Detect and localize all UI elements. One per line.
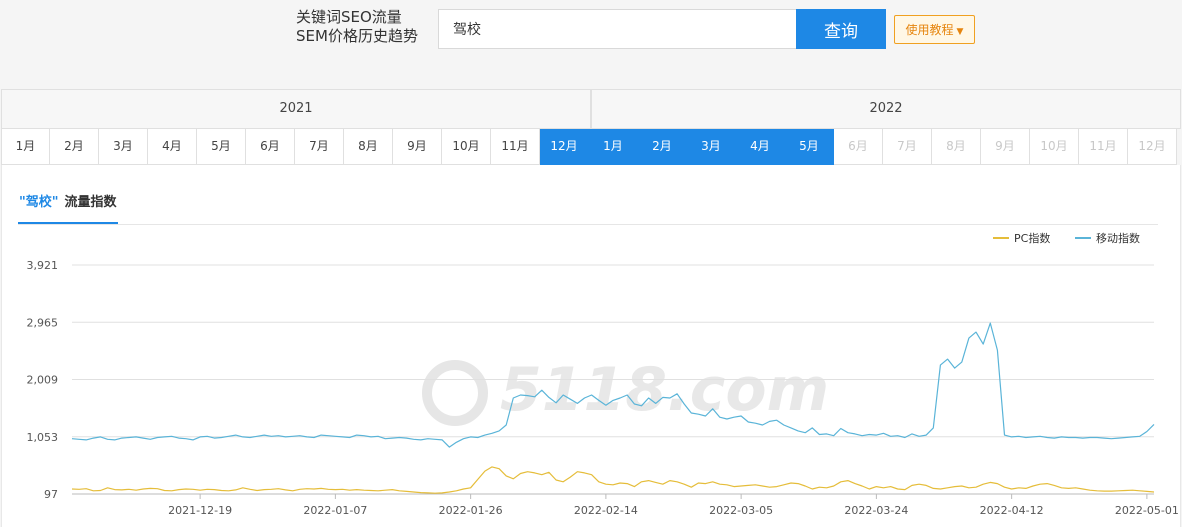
chart-tab-strip: "驾校" 流量指数 <box>18 193 1158 225</box>
month-2022-9: 9月 <box>981 129 1030 165</box>
month-2022-11: 11月 <box>1079 129 1128 165</box>
y-tick-label: 1,053 <box>27 431 59 444</box>
tagline-line-1: 关键词SEO流量 <box>296 8 402 26</box>
month-2021-3[interactable]: 3月 <box>99 129 148 165</box>
month-2022-10: 10月 <box>1030 129 1079 165</box>
series-line-mobile <box>71 322 1155 448</box>
month-selector: 1月 2月 3月 4月 5月 6月 7月 8月 9月 10月 11月 12月 1月 2月 3月 4月 5月 6月 7… <box>1 129 1181 165</box>
month-2021-6[interactable]: 6月 <box>246 129 295 165</box>
x-tick-label: 2022-05-01 <box>1115 504 1179 517</box>
caret-down-icon: ▼ <box>956 27 964 37</box>
x-tick-label: 2022-03-24 <box>844 504 908 517</box>
tutorial-dropdown-button[interactable]: 使用教程 ▼ <box>894 15 975 44</box>
month-2021-8[interactable]: 8月 <box>344 129 393 165</box>
watermark-text: 5118.com <box>500 355 829 425</box>
month-2021-1[interactable]: 1月 <box>1 129 50 165</box>
x-tick-label: 2022-02-14 <box>574 504 638 517</box>
y-tick-label: 3,921 <box>27 259 59 272</box>
search-button[interactable]: 查询 <box>796 9 886 49</box>
tab-suffix: 流量指数 <box>64 195 117 210</box>
traffic-chart-panel: "驾校" 流量指数 <box>1 165 1181 527</box>
month-2021-10[interactable]: 10月 <box>442 129 491 165</box>
month-2021-12[interactable]: 12月 <box>540 129 589 165</box>
month-2022-7: 7月 <box>883 129 932 165</box>
month-2022-5[interactable]: 5月 <box>785 129 834 165</box>
x-tick-label: 2022-03-05 <box>709 504 773 517</box>
series-line-pc <box>71 466 1155 494</box>
search-input[interactable] <box>438 9 796 49</box>
x-tick-label: 2022-01-26 <box>439 504 503 517</box>
month-2021-2[interactable]: 2月 <box>50 129 99 165</box>
tab-keyword: "驾校" <box>19 195 59 210</box>
month-2021-11[interactable]: 11月 <box>491 129 540 165</box>
year-header-2022: 2022 <box>591 89 1181 129</box>
month-2021-4[interactable]: 4月 <box>148 129 197 165</box>
month-2022-4[interactable]: 4月 <box>736 129 785 165</box>
month-2021-9[interactable]: 9月 <box>393 129 442 165</box>
legend-label-mobile: 移动指数 <box>1096 231 1140 245</box>
legend-label-pc: PC指数 <box>1014 231 1050 245</box>
month-2022-2[interactable]: 2月 <box>638 129 687 165</box>
tagline: 关键词SEO流量 SEM价格历史趋势 <box>296 8 436 46</box>
month-2022-1[interactable]: 1月 <box>589 129 638 165</box>
tab-traffic-index[interactable]: "驾校" 流量指数 <box>18 193 118 224</box>
search-header: 关键词SEO流量 SEM价格历史趋势 查询 使用教程▼ <box>0 0 1182 88</box>
y-tick-label: 2,009 <box>27 374 59 387</box>
tagline-line-2: SEM价格历史趋势 <box>296 27 418 45</box>
month-2022-12: 12月 <box>1128 129 1177 165</box>
x-tick-label: 2022-01-07 <box>303 504 367 517</box>
month-2022-8: 8月 <box>932 129 981 165</box>
watermark-logo-icon <box>422 360 488 426</box>
tutorial-button-label: 使用教程 <box>905 23 954 37</box>
month-2022-6: 6月 <box>834 129 883 165</box>
y-tick-label: 97 <box>44 488 58 501</box>
x-tick-label: 2021-12-19 <box>168 504 232 517</box>
month-2021-7[interactable]: 7月 <box>295 129 344 165</box>
month-2021-5[interactable]: 5月 <box>197 129 246 165</box>
month-2022-3[interactable]: 3月 <box>687 129 736 165</box>
year-header-2021: 2021 <box>1 89 591 129</box>
y-tick-label: 2,965 <box>27 316 59 329</box>
x-tick-label: 2022-04-12 <box>980 504 1044 517</box>
